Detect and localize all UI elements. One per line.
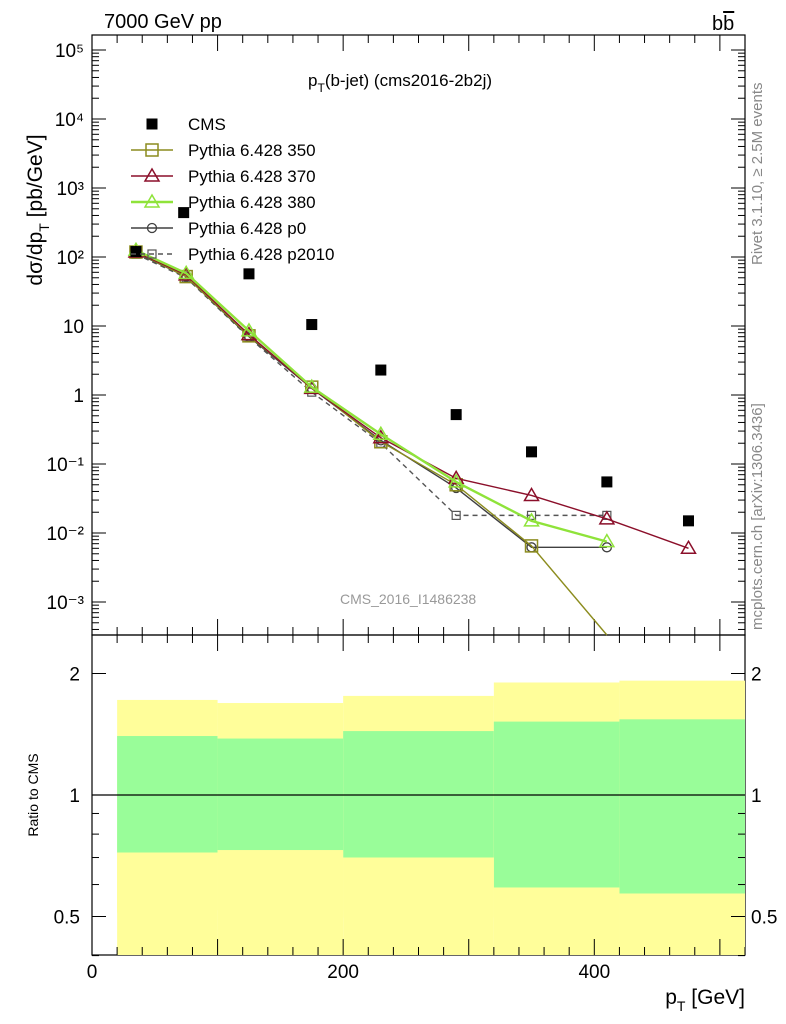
ratio-y-axis-title: Ratio to CMS bbox=[25, 753, 41, 836]
x-tick-label: 0 bbox=[87, 962, 98, 983]
mc-point bbox=[447, 473, 465, 488]
cms-point bbox=[178, 207, 190, 219]
mc-point bbox=[146, 222, 158, 234]
series-p370 bbox=[127, 243, 697, 555]
legend-entry-p370: Pythia 6.428 370 bbox=[131, 167, 316, 186]
cms-point bbox=[146, 118, 158, 130]
legend-entry-p380: Pythia 6.428 380 bbox=[131, 193, 316, 212]
ratio-tick-label: 0.5 bbox=[54, 908, 80, 929]
mc-point bbox=[451, 510, 461, 520]
ratio-tick-label: 2 bbox=[751, 665, 762, 686]
y-tick-label: 10⁵ bbox=[55, 41, 84, 62]
process-label: bb bbox=[712, 13, 734, 35]
legend-entry-p0: Pythia 6.428 p0 bbox=[131, 219, 306, 238]
cms-point bbox=[450, 409, 462, 421]
inner-band-bin bbox=[217, 738, 344, 851]
ratio-y-ticks: 0.5 0.5 1 1 2 2 bbox=[54, 665, 777, 957]
data-series bbox=[127, 207, 697, 636]
ratio-uncertainty-bands bbox=[117, 680, 745, 955]
y-tick-label: 10 bbox=[63, 317, 84, 338]
outer-band-lower bbox=[217, 850, 344, 955]
ratio-tick-label: 0.5 bbox=[751, 908, 777, 929]
mc-point bbox=[372, 425, 390, 440]
y-tick-label: 10² bbox=[57, 248, 84, 269]
legend-label: Pythia 6.428 380 bbox=[188, 193, 316, 212]
cms-point bbox=[682, 515, 694, 527]
x-ticks: 0 200 400 bbox=[87, 35, 746, 983]
series-line bbox=[135, 251, 608, 636]
ratio-tick-label: 2 bbox=[69, 665, 80, 686]
mc-point bbox=[526, 510, 537, 520]
mc-point bbox=[680, 539, 697, 555]
series-p380 bbox=[127, 241, 616, 548]
cms-point bbox=[130, 246, 142, 258]
y-tick-label: 10³ bbox=[57, 179, 84, 200]
y-tick-label: 1 bbox=[73, 386, 84, 407]
mc-point bbox=[240, 322, 258, 337]
series-line bbox=[135, 251, 689, 549]
mc-point bbox=[303, 378, 321, 393]
mc-point bbox=[143, 167, 161, 182]
cms-point bbox=[601, 476, 613, 488]
mc-point bbox=[598, 533, 616, 548]
legend: CMS Pythia 6.428 350 Pythia 6.428 370 Pythi… bbox=[131, 115, 335, 264]
cms-point bbox=[526, 446, 538, 458]
legend-label: CMS bbox=[188, 115, 226, 134]
legend-label: Pythia 6.428 350 bbox=[188, 141, 316, 160]
cms-point bbox=[306, 319, 318, 331]
mc-point bbox=[143, 193, 161, 208]
y-tick-label: 10⁻² bbox=[47, 524, 85, 545]
legend-entry-p2010: Pythia 6.428 p2010 bbox=[131, 245, 335, 264]
inner-band-bin bbox=[343, 731, 494, 858]
cms-point bbox=[243, 268, 255, 280]
ratio-tick-label: 1 bbox=[751, 786, 762, 807]
outer-band-lower bbox=[493, 887, 620, 955]
mc-point bbox=[598, 510, 616, 525]
mc-point bbox=[145, 143, 159, 157]
inner-band-bin bbox=[117, 736, 218, 853]
mc-point bbox=[524, 539, 539, 553]
series-p350 bbox=[129, 245, 608, 636]
collision-label: 7000 GeV pp bbox=[104, 11, 222, 33]
y-tick-label: 10⁴ bbox=[55, 110, 84, 131]
mc-point bbox=[177, 264, 195, 280]
upper-y-ticks: 10⁻³ 10⁻² 10⁻¹ 1 10 10² 10³ 10⁴ 10⁵ bbox=[47, 41, 745, 630]
mc-point bbox=[447, 469, 465, 485]
series-cms bbox=[130, 207, 694, 527]
upper-y-axis-title: dσ/dpT [pb/GeV] bbox=[24, 134, 52, 285]
cms-point bbox=[375, 364, 387, 376]
outer-band-lower bbox=[343, 857, 494, 955]
plot-title: pT(b-jet) (cms2016-2b2j) bbox=[308, 71, 492, 95]
inner-band-bin bbox=[619, 719, 745, 894]
outer-band-lower bbox=[117, 852, 218, 955]
legend-label: Pythia 6.428 p0 bbox=[188, 219, 306, 238]
mcplots-reference-label: mcplots.cern.ch [arXiv:1306.3436] bbox=[749, 403, 766, 630]
legend-label: Pythia 6.428 p2010 bbox=[188, 245, 335, 264]
x-axis-title: pT [GeV] bbox=[665, 986, 745, 1014]
series-line bbox=[135, 252, 607, 549]
y-tick-label: 10⁻³ bbox=[47, 593, 85, 614]
y-tick-label: 10⁻¹ bbox=[47, 455, 85, 476]
rivet-version-label: Rivet 3.1.10, ≥ 2.5M events bbox=[749, 83, 766, 266]
ratio-tick-label: 1 bbox=[69, 786, 80, 807]
legend-entry-cms: CMS bbox=[146, 115, 226, 134]
legend-entry-p350: Pythia 6.428 350 bbox=[131, 141, 316, 160]
mc-point bbox=[147, 249, 157, 259]
legend-label: Pythia 6.428 370 bbox=[188, 167, 316, 186]
mc-point bbox=[177, 266, 195, 281]
series-line bbox=[135, 249, 608, 543]
x-tick-label: 400 bbox=[578, 962, 610, 983]
x-tick-label: 200 bbox=[327, 962, 359, 983]
inner-band-bin bbox=[493, 721, 620, 888]
analysis-watermark: CMS_2016_I1486238 bbox=[340, 591, 476, 607]
outer-band-lower bbox=[619, 893, 745, 955]
mc-point bbox=[523, 486, 540, 502]
mc-point bbox=[523, 512, 540, 527]
